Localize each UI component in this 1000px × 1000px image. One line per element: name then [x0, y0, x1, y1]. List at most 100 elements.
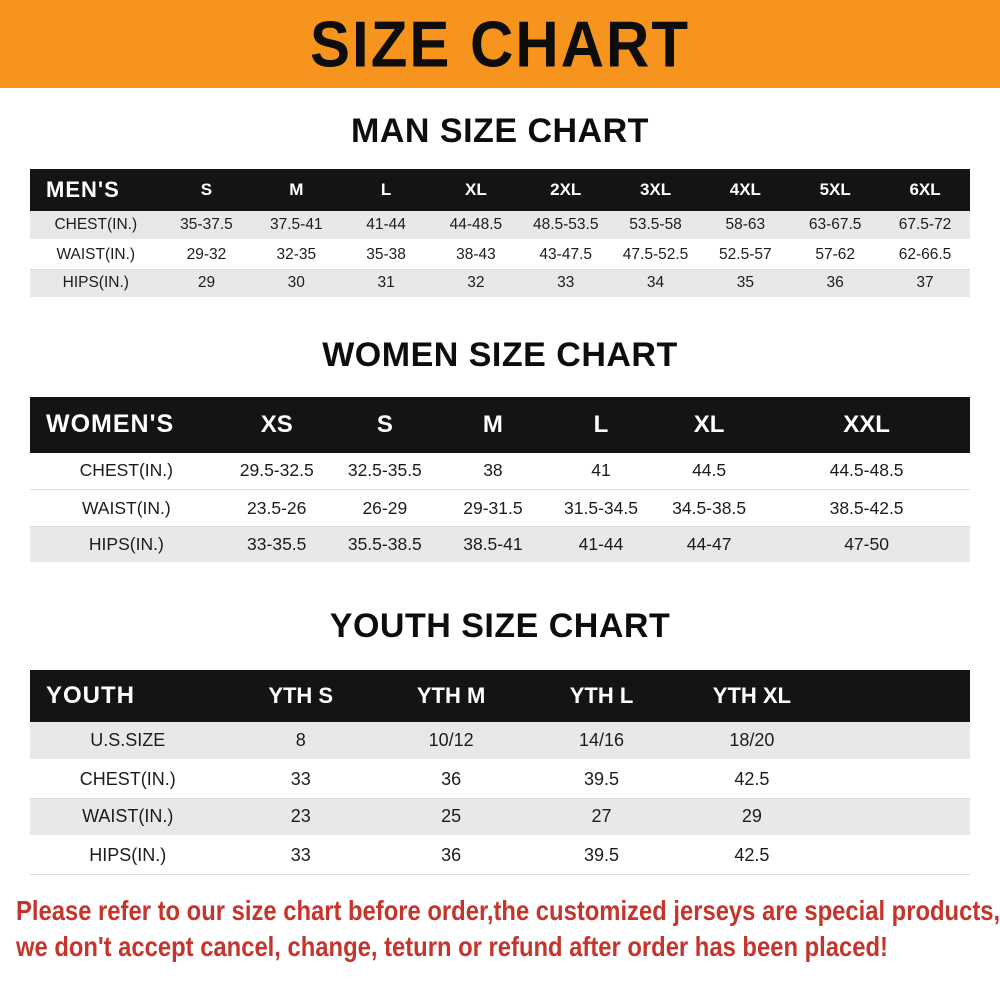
banner: SIZE CHART: [0, 0, 1000, 88]
size-cell: 18/20: [676, 722, 828, 762]
size-cell: 29: [676, 798, 828, 838]
table-row: CHEST(IN.) 35-37.5 37.5-41 41-44 44-48.5…: [30, 211, 970, 242]
size-cell: 37.5-41: [251, 211, 342, 242]
col-header: M: [438, 396, 547, 453]
col-header: S: [330, 396, 439, 453]
size-cell: 36: [790, 269, 881, 300]
row-label: CHEST(IN.): [30, 211, 162, 242]
size-cell: 63-67.5: [790, 211, 881, 242]
size-cell: 35.5-38.5: [330, 526, 439, 565]
col-header: S: [161, 169, 252, 211]
filler-cell: [827, 670, 970, 722]
footer-note: Please refer to our size chart before or…: [16, 893, 1000, 967]
women-size-table: WOMEN'S XS S M L XL XXL CHEST(IN.) 29.5-…: [30, 396, 970, 565]
col-header: 5XL: [790, 169, 881, 211]
col-header: XXL: [763, 396, 970, 453]
col-header: XL: [431, 169, 521, 211]
youth-size-table: YOUTH YTH S YTH M YTH L YTH XL U.S.SIZE …: [30, 670, 970, 875]
size-cell: 36: [375, 760, 527, 799]
size-cell: 39.5: [526, 760, 677, 799]
size-cell: 31.5-34.5: [546, 489, 656, 527]
filler-cell: [827, 722, 970, 762]
size-cell: 34.5-38.5: [655, 489, 764, 527]
size-cell: 32-35: [251, 240, 342, 270]
size-cell: 38-43: [431, 240, 521, 270]
size-cell: 29.5-32.5: [222, 452, 331, 490]
size-cell: 38.5-41: [438, 526, 547, 565]
filler-cell: [827, 798, 970, 838]
row-label: WAIST(IN.): [30, 798, 226, 838]
col-header: 3XL: [610, 169, 701, 211]
women-section-heading: WOMEN SIZE CHART: [322, 335, 678, 374]
row-label: WAIST(IN.): [30, 489, 223, 527]
col-header: 6XL: [880, 169, 970, 211]
table-row: WAIST(IN.) 29-32 32-35 35-38 38-43 43-47…: [30, 240, 970, 270]
size-cell: 31: [341, 269, 431, 300]
row-label: HIPS(IN.): [30, 526, 223, 565]
col-header: XS: [222, 396, 331, 453]
table-row: WAIST(IN.) 23.5-26 26-29 29-31.5 31.5-34…: [30, 489, 970, 527]
col-header: 2XL: [520, 169, 611, 211]
size-cell: 35-37.5: [161, 211, 252, 242]
size-cell: 41-44: [546, 526, 656, 565]
row-label: CHEST(IN.): [30, 760, 226, 799]
size-cell: 42.5: [676, 760, 828, 799]
table-title-cell: MEN'S: [30, 169, 162, 211]
banner-title: SIZE CHART: [310, 7, 690, 81]
size-cell: 14/16: [526, 722, 677, 762]
size-cell: 8: [225, 722, 376, 762]
size-cell: 35-38: [341, 240, 431, 270]
size-cell: 26-29: [330, 489, 439, 527]
youth-header-row: YOUTH YTH S YTH M YTH L YTH XL: [30, 670, 970, 722]
row-label: CHEST(IN.): [30, 452, 223, 490]
size-cell: 34: [610, 269, 701, 300]
size-cell: 58-63: [700, 211, 791, 242]
size-cell: 29: [161, 269, 252, 300]
size-cell: 43-47.5: [520, 240, 611, 270]
table-row: HIPS(IN.) 33 36 39.5 42.5: [30, 836, 970, 875]
size-cell: 33: [520, 269, 611, 300]
size-cell: 41-44: [341, 211, 431, 242]
col-header: L: [546, 396, 656, 453]
youth-size-section: YOUTH SIZE CHART YOUTH YTH S YTH M YTH L…: [0, 607, 1000, 875]
size-cell: 23: [225, 798, 376, 838]
col-header: XL: [655, 396, 764, 453]
size-cell: 32: [431, 269, 521, 300]
size-cell: 44.5: [655, 452, 764, 490]
row-label: HIPS(IN.): [30, 836, 226, 875]
col-header: YTH S: [225, 670, 376, 722]
women-header-row: WOMEN'S XS S M L XL XXL: [30, 396, 970, 453]
row-label: U.S.SIZE: [30, 722, 226, 762]
table-row: CHEST(IN.) 29.5-32.5 32.5-35.5 38 41 44.…: [30, 452, 970, 490]
men-header-row: MEN'S S M L XL 2XL 3XL 4XL 5XL 6XL: [30, 169, 970, 211]
size-cell: 48.5-53.5: [520, 211, 611, 242]
size-cell: 47.5-52.5: [610, 240, 701, 270]
size-cell: 29-31.5: [438, 489, 547, 527]
table-title-cell: WOMEN'S: [30, 396, 223, 453]
size-cell: 62-66.5: [880, 240, 970, 270]
men-section-heading: MAN SIZE CHART: [351, 112, 649, 150]
size-cell: 35: [700, 269, 791, 300]
table-row: HIPS(IN.) 33-35.5 35.5-38.5 38.5-41 41-4…: [30, 526, 970, 565]
size-cell: 41: [546, 452, 656, 490]
size-cell: 52.5-57: [700, 240, 791, 270]
size-cell: 10/12: [375, 722, 527, 762]
men-size-table: MEN'S S M L XL 2XL 3XL 4XL 5XL 6XL CHEST…: [30, 169, 970, 300]
size-cell: 53.5-58: [610, 211, 701, 242]
size-cell: 36: [375, 836, 527, 875]
size-cell: 44-48.5: [431, 211, 521, 242]
row-label: HIPS(IN.): [30, 269, 162, 300]
col-header: 4XL: [700, 169, 791, 211]
size-cell: 32.5-35.5: [330, 452, 439, 490]
size-cell: 38: [438, 452, 547, 490]
size-cell: 38.5-42.5: [763, 489, 970, 527]
col-header: YTH L: [526, 670, 677, 722]
col-header: L: [341, 169, 431, 211]
filler-cell: [827, 760, 970, 799]
size-cell: 67.5-72: [880, 211, 970, 242]
size-cell: 47-50: [763, 526, 970, 565]
size-cell: 39.5: [526, 836, 677, 875]
size-cell: 27: [526, 798, 677, 838]
col-header: YTH XL: [676, 670, 828, 722]
table-row: U.S.SIZE 8 10/12 14/16 18/20: [30, 722, 970, 762]
